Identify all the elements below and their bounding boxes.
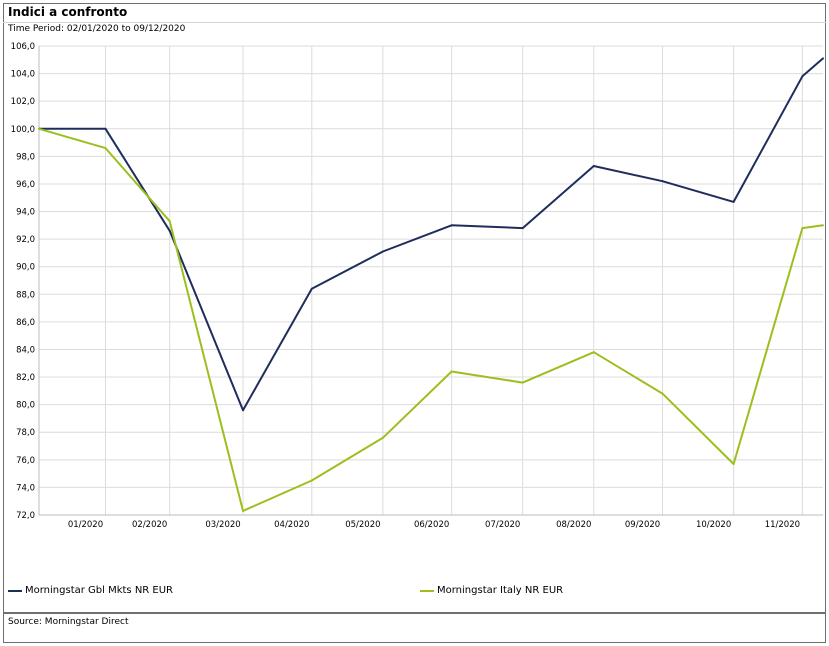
legend-item-italy: Morningstar Italy NR EUR [420, 585, 563, 596]
legend-swatch-gbl-mkts [8, 589, 22, 592]
data-point [242, 409, 245, 412]
x-tick-label: 06/2020 [414, 520, 449, 530]
data-point [242, 509, 245, 512]
x-tick-label: 05/2020 [345, 520, 380, 530]
x-tick-label: 07/2020 [485, 520, 520, 530]
y-tick-label: 90,0 [16, 263, 35, 273]
data-point [104, 147, 107, 150]
y-tick-label: 98,0 [16, 152, 35, 162]
x-tick-label: 08/2020 [556, 520, 591, 530]
y-tick-label: 94,0 [16, 208, 35, 218]
data-point [521, 381, 524, 384]
x-tick-label: 03/2020 [205, 520, 240, 530]
data-point [450, 370, 453, 373]
x-tick-label: 09/2020 [625, 520, 660, 530]
data-point [661, 180, 664, 183]
chart-title: Indici a confronto [8, 5, 128, 19]
y-tick-label: 76,0 [16, 456, 35, 466]
legend-label-italy: Morningstar Italy NR EUR [437, 585, 564, 596]
data-point [38, 127, 40, 130]
chart-frame [3, 3, 826, 643]
x-tick-label: 04/2020 [274, 520, 309, 530]
y-tick-label: 82,0 [16, 373, 35, 383]
data-point [822, 224, 824, 227]
y-tick-label: 104,0 [11, 70, 35, 80]
y-tick-label: 80,0 [16, 401, 35, 411]
x-tick-label: 11/2020 [765, 520, 800, 530]
y-tick-label: 96,0 [16, 180, 35, 190]
title-divider [3, 22, 826, 23]
data-point [592, 165, 595, 168]
y-tick-label: 106,0 [11, 42, 35, 52]
data-point [801, 227, 804, 230]
data-point [381, 250, 384, 253]
data-point [168, 220, 171, 223]
data-point [168, 229, 171, 232]
legend-item-gbl-mkts: Morningstar Gbl Mkts NR EUR [8, 585, 173, 596]
y-tick-label: 102,0 [11, 97, 35, 107]
y-tick-label: 100,0 [11, 125, 35, 135]
data-point [732, 462, 735, 465]
data-point [661, 392, 664, 395]
data-point [732, 200, 735, 203]
data-point [822, 57, 824, 60]
data-point [801, 75, 804, 78]
y-tick-label: 86,0 [16, 318, 35, 328]
footer-divider [3, 612, 826, 614]
x-tick-label: 02/2020 [132, 520, 167, 530]
data-point [104, 127, 107, 130]
chart-subtitle: Time Period: 02/01/2020 to 09/12/2020 [8, 24, 186, 34]
data-point [450, 224, 453, 227]
x-tick-label: 01/2020 [68, 520, 103, 530]
data-point [381, 436, 384, 439]
plot-area [39, 46, 823, 515]
y-tick-label: 72,0 [16, 511, 35, 521]
data-point [592, 351, 595, 354]
data-point [310, 287, 313, 290]
data-point [310, 479, 313, 482]
y-tick-label: 78,0 [16, 428, 35, 438]
y-tick-label: 84,0 [16, 345, 35, 355]
y-tick-label: 88,0 [16, 290, 35, 300]
legend-label-gbl-mkts: Morningstar Gbl Mkts NR EUR [25, 585, 174, 596]
y-tick-label: 92,0 [16, 235, 35, 245]
data-point [521, 227, 524, 230]
legend-swatch-italy [420, 589, 434, 592]
source-note: Source: Morningstar Direct [8, 617, 129, 627]
x-tick-label: 10/2020 [696, 520, 731, 530]
y-tick-label: 74,0 [16, 483, 35, 493]
